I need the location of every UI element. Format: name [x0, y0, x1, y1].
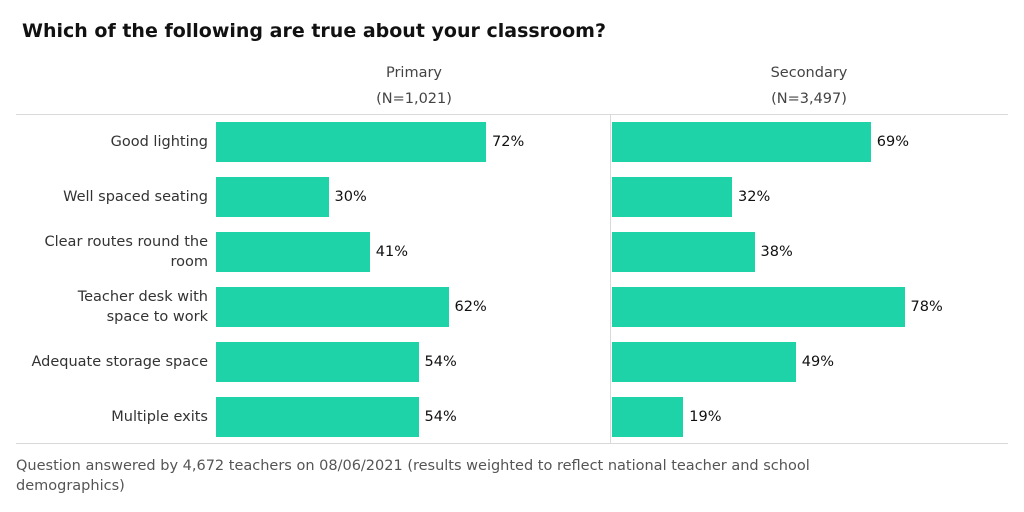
value-label: 32%	[738, 189, 771, 205]
category-label: Clear routes round the room	[8, 232, 208, 272]
category-label: Good lighting	[8, 122, 208, 162]
bar	[216, 122, 486, 162]
value-label: 19%	[689, 409, 722, 425]
value-label: 41%	[375, 244, 408, 260]
panel-divider	[610, 114, 611, 443]
bar	[612, 122, 871, 162]
bar	[612, 232, 755, 272]
footnote: Question answered by 4,672 teachers on 0…	[16, 458, 810, 494]
bar	[612, 287, 905, 327]
panel-n-primary: (N=1,021)	[376, 91, 452, 107]
panel-n-secondary: (N=3,497)	[771, 91, 847, 107]
category-label-line: Well spaced seating	[63, 189, 208, 205]
panel-name-primary: Primary	[385, 65, 443, 81]
chart-title: Which of the following are true about yo…	[22, 20, 606, 42]
bar	[216, 397, 419, 437]
category-label-line: Clear routes round the	[44, 234, 208, 250]
value-label: 38%	[760, 244, 793, 260]
category-label-line: space to work	[106, 309, 208, 325]
value-label: 62%	[454, 299, 487, 315]
category-label-line: Multiple exits	[111, 409, 208, 425]
panel-header-primary: Primary (N=1,021)	[264, 60, 564, 112]
bottom-rule	[16, 443, 1008, 444]
value-label: 69%	[876, 134, 909, 150]
bar	[216, 232, 370, 272]
category-label-line: Good lighting	[110, 134, 208, 150]
value-label: 54%	[424, 354, 457, 370]
bar	[216, 287, 449, 327]
top-rule	[16, 114, 1008, 115]
category-label-line: room	[170, 254, 208, 270]
value-label: 54%	[424, 409, 457, 425]
bar	[612, 397, 684, 437]
category-label-line: Teacher desk with	[77, 289, 208, 305]
category-label: Teacher desk with space to work	[8, 287, 208, 327]
value-label: 72%	[492, 134, 525, 150]
category-label: Multiple exits	[8, 397, 208, 437]
panel-header-secondary: Secondary (N=3,497)	[659, 60, 959, 112]
value-label: 30%	[334, 189, 367, 205]
bar	[216, 177, 329, 217]
panel-name-secondary: Secondary	[770, 65, 848, 81]
category-label: Adequate storage space	[8, 342, 208, 382]
value-label: 49%	[801, 354, 834, 370]
value-label: 78%	[910, 299, 943, 315]
category-label: Well spaced seating	[8, 177, 208, 217]
bar	[612, 342, 796, 382]
category-label-line: Adequate storage space	[31, 354, 208, 370]
bar	[216, 342, 419, 382]
bar	[612, 177, 732, 217]
